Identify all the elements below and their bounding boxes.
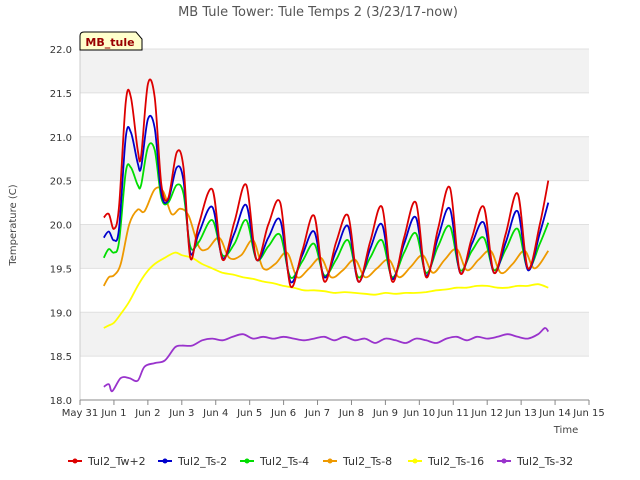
x-tick-label: Jun 14 <box>538 408 571 419</box>
x-tick-label: Jun 5 <box>236 408 262 419</box>
legend-marker <box>501 458 507 464</box>
plot-band <box>80 92 589 137</box>
x-tick-label: Jun 9 <box>372 408 398 419</box>
x-tick-label: Jun 6 <box>270 408 296 419</box>
plot-band <box>80 312 589 357</box>
x-tick-label: Jun 12 <box>470 408 503 419</box>
legend-marker <box>162 458 168 464</box>
site-badge-label: MB_tule <box>85 36 134 49</box>
y-axis-label: Temperature (C) <box>8 184 19 266</box>
y-tick-label: 20.0 <box>50 221 72 232</box>
legend-label: Tul2_Ts-4 <box>259 455 309 468</box>
x-axis: May 31 Jun 1 Jun 2 Jun 3 Jun 4 Jun 5 Jun 6 Jun … <box>62 399 605 419</box>
y-tick-label: 21.0 <box>50 133 72 144</box>
series-line-tul2-ts-8 <box>103 186 550 287</box>
series-line-tul2-ts-32 <box>103 327 550 393</box>
x-tick-label: Jun 3 <box>168 408 194 419</box>
plot-band <box>80 356 589 400</box>
plot-band <box>80 49 589 93</box>
x-tick-label: Jun 10 <box>403 408 436 419</box>
chart-title: MB Tule Tower: Tule Temps 2 (3/23/17-now… <box>178 5 458 20</box>
y-tick-label: 22.0 <box>50 45 72 56</box>
legend: Tul2_Tw+2 Tul2_Ts-2 Tul2_Ts-4 Tul2_Ts-8 Tul2… <box>68 455 573 468</box>
plot-band <box>80 136 589 181</box>
x-tick-label: Jun 4 <box>202 408 228 419</box>
y-tick-label: 18.5 <box>50 352 72 363</box>
legend-label: Tul2_Ts-8 <box>342 455 392 468</box>
x-tick-label: Jun 11 <box>437 408 470 419</box>
series-line-tul2-ts-16 <box>103 251 549 329</box>
legend-label: Tul2_Ts-32 <box>516 455 573 468</box>
y-axis: 18.0 18.5 19.0 19.5 20.0 20.5 21.0 21.5 22.0 <box>50 45 81 407</box>
x-tick-label: Jun 1 <box>100 408 126 419</box>
series-lines <box>102 78 550 393</box>
x-tick-label: Jun 15 <box>572 408 605 419</box>
y-tick-label: 20.5 <box>50 177 72 188</box>
x-tick-label: Jun 2 <box>134 408 160 419</box>
legend-marker <box>244 458 250 464</box>
series-line-tul2-tw-2 <box>103 78 550 289</box>
legend-label: Tul2_Ts-16 <box>427 455 484 468</box>
legend-marker <box>72 458 78 464</box>
y-tick-label: 21.5 <box>50 89 72 100</box>
legend-marker <box>412 458 418 464</box>
site-badge: MB_tule <box>79 31 143 51</box>
x-axis-label: Time <box>553 425 578 436</box>
x-tick-label: May 31 <box>62 408 99 419</box>
legend-marker <box>327 458 333 464</box>
x-tick-label: Jun 8 <box>338 408 364 419</box>
y-tick-label: 19.5 <box>50 264 72 275</box>
y-tick-label: 19.0 <box>50 308 72 319</box>
plot-band <box>80 268 589 313</box>
x-tick-label: Jun 7 <box>304 408 330 419</box>
legend-label: Tul2_Ts-2 <box>177 455 227 468</box>
x-tick-label: Jun 13 <box>504 408 537 419</box>
y-tick-label: 18.0 <box>50 396 72 407</box>
legend-label: Tul2_Tw+2 <box>87 455 146 468</box>
